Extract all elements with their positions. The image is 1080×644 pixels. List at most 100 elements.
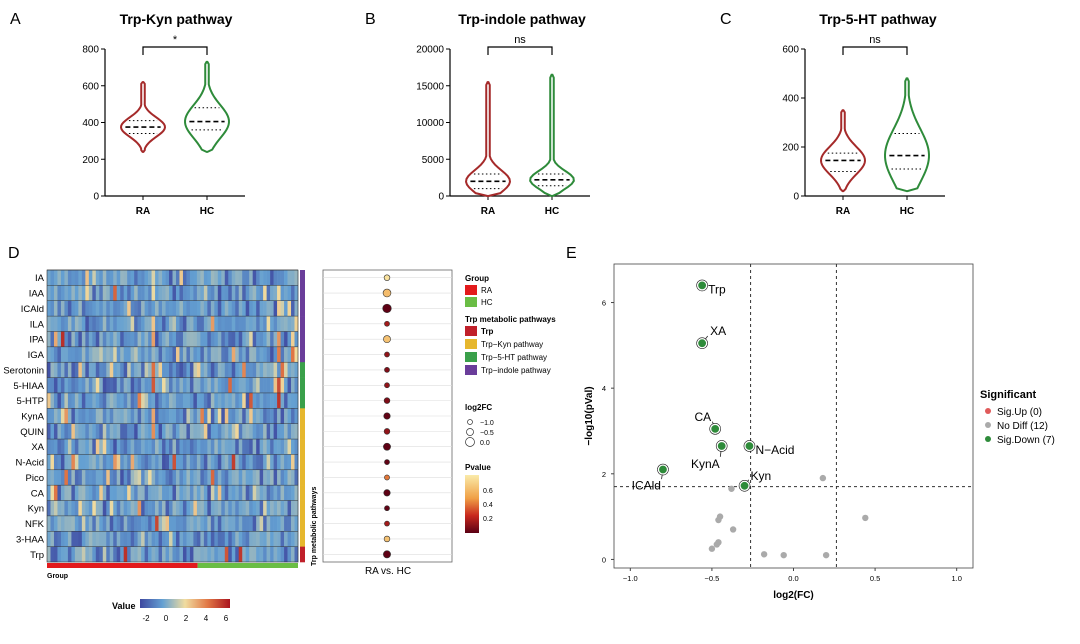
heatmap-cell (182, 392, 187, 409)
heatmap-cell (158, 439, 163, 455)
heatmap-cell (155, 346, 159, 363)
heatmap-cell (203, 300, 208, 317)
x-tick-label: 0.5 (870, 574, 880, 583)
heatmap-cell (162, 346, 166, 363)
heatmap-cell (203, 377, 208, 394)
heatmap-cell (67, 377, 72, 394)
heatmap-cell (291, 300, 295, 317)
heatmap-cell (217, 546, 222, 563)
heatmap-cell (249, 285, 253, 302)
heatmap-cell (109, 515, 114, 532)
heatmap-cell (165, 469, 170, 486)
heatmap-cell (169, 454, 173, 471)
heatmap-cell (113, 485, 118, 501)
heatmap-cell (294, 300, 299, 317)
y-tick-label: 5000 (422, 155, 445, 166)
heatmap-cell (186, 423, 191, 440)
sigdown-point (657, 464, 669, 475)
heatmap-cell (228, 331, 233, 348)
heatmap-cell (203, 346, 208, 363)
heatmap-cell (207, 515, 212, 532)
heatmap-cell (249, 439, 253, 455)
significance-bracket (142, 46, 208, 55)
heatmap-cell (238, 346, 243, 363)
heatmap-cell (92, 270, 97, 286)
legend-log2fc-2: −0.5 (480, 430, 494, 437)
heatmap-cell (81, 469, 86, 486)
violin-ra (464, 81, 512, 197)
heatmap-cell (189, 346, 194, 363)
heatmap-cell (134, 285, 138, 302)
sigdown-outline (738, 479, 751, 492)
heatmap-cell (179, 423, 184, 440)
heatmap-cell (137, 408, 142, 424)
heatmap-cell (186, 454, 191, 471)
heatmap-cell (141, 377, 145, 394)
heatmap-cell (162, 362, 166, 378)
heatmap-cell (249, 346, 253, 363)
heatmap-cell (102, 331, 107, 348)
heatmap-cell (155, 469, 159, 486)
heatmap-cell (228, 377, 233, 394)
sigdown-outline (696, 337, 708, 350)
heatmap-cell (221, 392, 226, 409)
heatmap-cell (242, 346, 247, 363)
heatmap-cell (256, 485, 260, 501)
heatmap-cell (162, 485, 166, 501)
heatmap-cell (235, 515, 240, 532)
heatmap-cell (85, 377, 90, 394)
heatmap-cell (88, 316, 93, 332)
heatmap-cell (245, 500, 250, 517)
legend-pvalue-tick-2: 0.4 (483, 502, 493, 509)
heatmap-cell (116, 439, 121, 455)
heatmap-cell (252, 362, 257, 378)
heatmap-cell (193, 454, 198, 471)
heatmap-cell (144, 469, 149, 486)
heatmap-cell (88, 454, 93, 471)
heatmap-cell (116, 531, 121, 547)
heatmap-cell (102, 439, 107, 455)
heatmap-cell (95, 531, 100, 547)
heatmap-cell (182, 515, 187, 532)
heatmap-cell (263, 454, 267, 471)
heatmap-cell (175, 408, 180, 424)
heatmap-cell (235, 546, 240, 563)
heatmap-cell (266, 546, 271, 563)
heatmap-cell (130, 531, 135, 547)
heatmap-cell (99, 485, 104, 501)
heatmap-cell (155, 270, 159, 286)
heatmap-cell (78, 377, 83, 394)
heatmap-cell (224, 546, 229, 563)
heatmap-cell (252, 408, 257, 424)
pathway-annotation (300, 515, 305, 532)
heatmap-cell (169, 362, 173, 378)
heatmap-cell (134, 270, 138, 286)
heatmap-cell (71, 331, 76, 348)
heatmap-cell (221, 408, 226, 424)
heatmap-cell (270, 454, 274, 471)
heatmap-cell (123, 316, 128, 332)
heatmap-cell (50, 515, 55, 532)
dot-iaa (382, 288, 392, 298)
heatmap-cell (141, 500, 145, 517)
heatmap-cell (123, 377, 128, 394)
x-tick-label: −0.5 (705, 574, 720, 583)
heatmap-cell (130, 408, 135, 424)
heatmap-cell (259, 331, 264, 348)
heatmap-cell (95, 439, 100, 455)
heatmap-cell (273, 346, 278, 363)
heatmap-cell (200, 423, 205, 440)
heatmap-cell (99, 331, 104, 348)
heatmap-cell (148, 439, 152, 455)
heatmap-cell (120, 392, 124, 409)
heatmap-cell (102, 531, 107, 547)
heatmap-cell (92, 439, 97, 455)
heatmap-cell (284, 423, 288, 440)
heatmap-cell (256, 346, 260, 363)
heatmap-cell (186, 377, 191, 394)
heatmap-cell (277, 362, 281, 378)
heatmap-cell (186, 408, 191, 424)
heatmap-cell (60, 300, 65, 317)
heatmap-cell (95, 362, 100, 378)
heatmap-cell (175, 500, 180, 517)
